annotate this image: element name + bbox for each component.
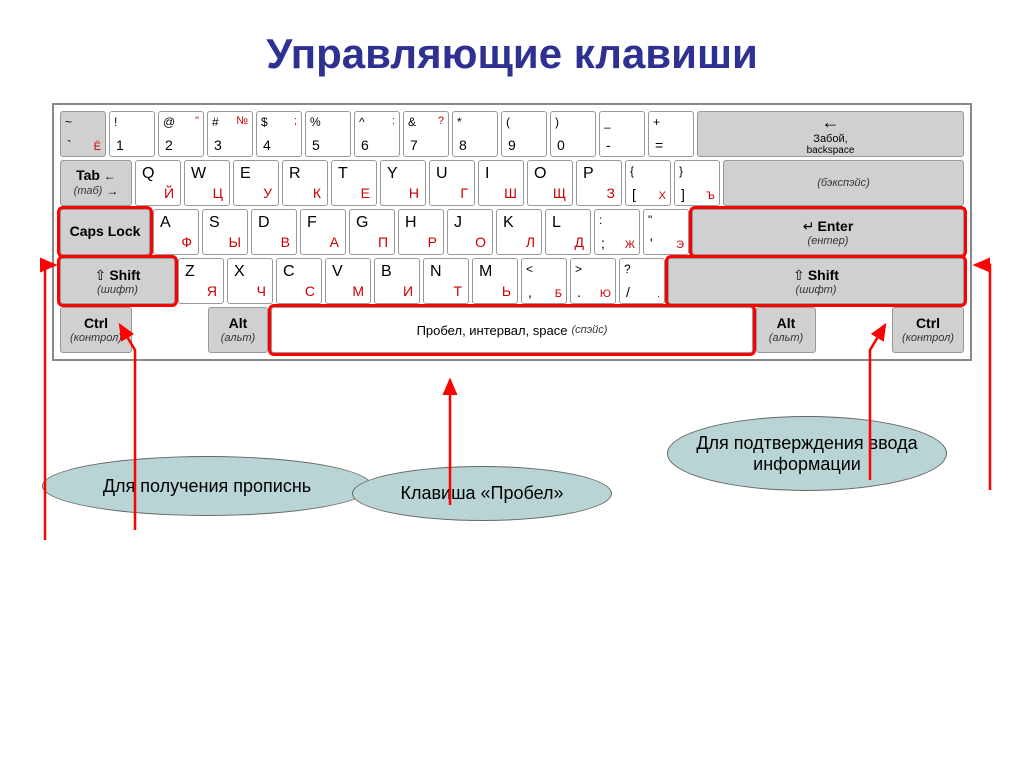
key-7: &?7 (403, 111, 449, 157)
key-quote: "'Э (643, 209, 689, 255)
key-p: PЗ (576, 160, 622, 206)
key-x: XЧ (227, 258, 273, 304)
key-f: FА (300, 209, 346, 255)
key-backspace: ← Забой, backspace (697, 111, 964, 157)
key-a: AФ (153, 209, 199, 255)
callout-area: Для получения прописнь Для подтверждения… (52, 391, 972, 591)
key-u: UГ (429, 160, 475, 206)
key-r: RК (282, 160, 328, 206)
key-9: (9 (501, 111, 547, 157)
key-6: ^:6 (354, 111, 400, 157)
key-ctrl-right: Ctrl (контрол) (892, 307, 964, 353)
key-d: DВ (251, 209, 297, 255)
qwerty-row: Tab← (таб)→ QЙ WЦ EУ RК TЕ YН UГ IШ OЩ P… (60, 160, 964, 206)
bottom-row: Ctrl (контрол) Alt (альт) Пробел, интерв… (60, 307, 964, 353)
key-1: !1 (109, 111, 155, 157)
callout-caps: Для получения прописнь (42, 456, 372, 516)
key-bracket-r: }]Ъ (674, 160, 720, 206)
key-alt-right: Alt (альт) (756, 307, 816, 353)
key-l: LД (545, 209, 591, 255)
key-8: *8 (452, 111, 498, 157)
page-title: Управляющие клавиши (0, 0, 1024, 103)
key-minus: _- (599, 111, 645, 157)
key-t: TЕ (331, 160, 377, 206)
key-comma: <,Б (521, 258, 567, 304)
key-semicolon: :;Ж (594, 209, 640, 255)
key-period: >.Ю (570, 258, 616, 304)
key-enter: ↵ Enter (ентер) (692, 209, 964, 255)
key-shift-right: ⇧ Shift (шифт) (668, 258, 964, 304)
key-o: OЩ (527, 160, 573, 206)
key-b: BИ (374, 258, 420, 304)
key-v: VМ (325, 258, 371, 304)
key-capslock: Caps Lock (60, 209, 150, 255)
key-z: ZЯ (178, 258, 224, 304)
key-2: @"2 (158, 111, 204, 157)
key-h: HР (398, 209, 444, 255)
key-ctrl-left: Ctrl (контрол) (60, 307, 132, 353)
key-s: SЫ (202, 209, 248, 255)
key-3: #№3 (207, 111, 253, 157)
zxcv-row: ⇧ Shift (шифт) ZЯ XЧ CС VМ BИ NТ MЬ <,Б … (60, 258, 964, 304)
callout-space: Клавиша «Пробел» (352, 466, 612, 521)
key-tab: Tab← (таб)→ (60, 160, 132, 206)
key-e: EУ (233, 160, 279, 206)
key-equals: += (648, 111, 694, 157)
number-row: ~ `Ё !1 @"2 #№3 $;4 %5 ^:6 &?7 *8 (9 )0 … (60, 111, 964, 157)
callout-enter: Для подтверждения ввода информации (667, 416, 947, 491)
key-m: MЬ (472, 258, 518, 304)
key-y: YН (380, 160, 426, 206)
key-backspace-sub: (бэкспэйс) (723, 160, 964, 206)
key-4: $;4 (256, 111, 302, 157)
key-bracket-l: {[Х (625, 160, 671, 206)
key-slash: ?/. (619, 258, 665, 304)
key-q: QЙ (135, 160, 181, 206)
key-i: IШ (478, 160, 524, 206)
key-c: CС (276, 258, 322, 304)
key-0: )0 (550, 111, 596, 157)
key-alt-left: Alt (альт) (208, 307, 268, 353)
key-shift-left: ⇧ Shift (шифт) (60, 258, 175, 304)
key-g: GП (349, 209, 395, 255)
keyboard-diagram: ~ `Ё !1 @"2 #№3 $;4 %5 ^:6 &?7 *8 (9 )0 … (52, 103, 972, 361)
key-k: KЛ (496, 209, 542, 255)
key-5: %5 (305, 111, 351, 157)
key-tilde: ~ `Ё (60, 111, 106, 157)
key-w: WЦ (184, 160, 230, 206)
key-space: Пробел, интервал, space (спэйс) (271, 307, 753, 353)
asdf-row: Caps Lock AФ SЫ DВ FА GП HР JО KЛ LД :;Ж… (60, 209, 964, 255)
key-j: JО (447, 209, 493, 255)
key-n: NТ (423, 258, 469, 304)
